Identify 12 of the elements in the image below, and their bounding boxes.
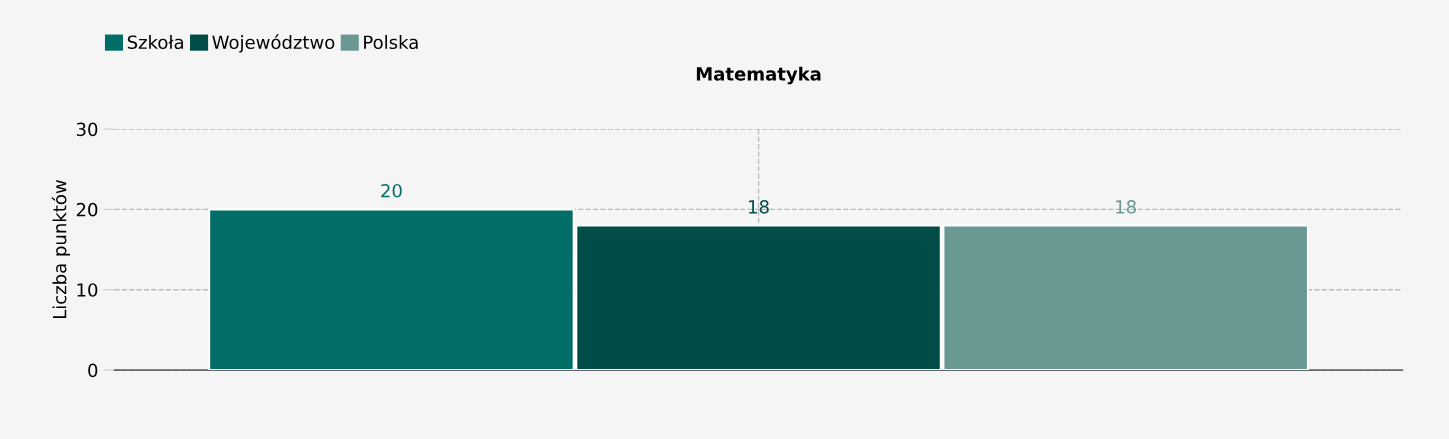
legend-label: Polska xyxy=(364,35,418,50)
data-label: 18 xyxy=(749,199,769,214)
y-axis-title: Liczba punktów xyxy=(51,180,70,319)
y-tick-label: 20 xyxy=(76,202,98,217)
y-tick-label: 10 xyxy=(77,283,98,297)
data-label: 20 xyxy=(381,183,402,198)
legend-label: Szkoła xyxy=(127,35,183,50)
chart-title: Matematyka xyxy=(696,66,821,85)
data-label: 18 xyxy=(1116,199,1136,214)
legend-label: Województwo xyxy=(212,34,335,53)
y-tick-label: 0 xyxy=(88,363,98,378)
y-tick-label: 30 xyxy=(76,122,98,137)
